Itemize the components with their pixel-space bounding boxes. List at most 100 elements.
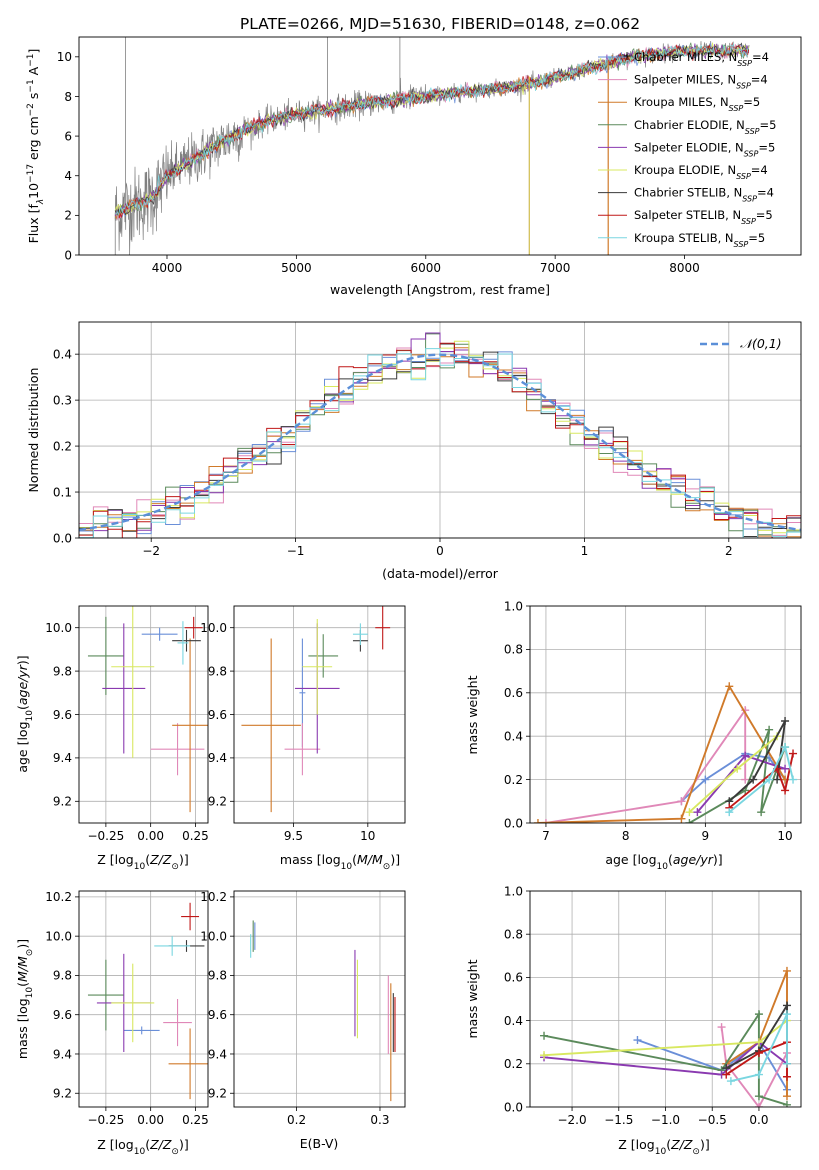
legend-entry: Salpeter STELIB, NSSP=5: [634, 208, 773, 226]
mass-weight-marker: [722, 1070, 731, 1079]
x-tick-label: 0.0: [749, 1113, 768, 1127]
mass-weight-marker: [781, 717, 790, 726]
mass-weight-marker: [782, 1100, 791, 1107]
x-tick-label: 8: [622, 829, 630, 843]
mass-weight-marker: [701, 775, 710, 784]
mass-weight-marker: [533, 819, 542, 823]
mass-weight-marker: [782, 1059, 791, 1068]
mass-weight-marker: [754, 1049, 763, 1057]
y-tick-label: 0.2: [504, 773, 523, 787]
axes-frame: [529, 890, 802, 1108]
y-tick-label: 1.0: [504, 884, 523, 898]
y-axis-label: Flux [fλ10−17 erg cm−2 s−1 A−1]: [26, 49, 46, 244]
y-tick-label: 0.0: [53, 531, 72, 545]
mass-weight-marker: [754, 1092, 763, 1101]
mass-weight-line: [637, 1039, 788, 1091]
mass-weight-marker: [757, 808, 766, 817]
y-tick-label: 1.0: [504, 599, 523, 613]
mass-weight-line: [537, 684, 786, 823]
x-tick-label: −0.25: [87, 829, 124, 843]
axes-frame: [78, 321, 802, 539]
y-tick-label: 9.4: [208, 1047, 227, 1061]
plot-area: [79, 606, 208, 823]
mass-weight-marker: [741, 751, 750, 760]
mass-weight-marker: [540, 1031, 549, 1040]
mass-weight-marker: [781, 764, 790, 773]
plot-area: [530, 891, 801, 1107]
x-tick-label: 0.2: [287, 1113, 306, 1127]
x-tick-label: 0: [436, 544, 444, 558]
x-axis-label: Z [log10(Z/Z⊙)]: [618, 1137, 709, 1157]
y-axis-label: age [log10(age/yr)]: [15, 655, 35, 772]
x-tick-label: 0.25: [182, 1113, 209, 1127]
x-tick-label: 9: [702, 829, 710, 843]
x-axis-label: age [log10(age/yr)]: [605, 852, 722, 872]
y-tick-label: 10.0: [45, 929, 72, 943]
y-tick-label: 0.2: [504, 1057, 523, 1071]
axes-frame: [78, 605, 209, 824]
mass-weight-marker: [725, 808, 734, 817]
y-tick-label: 9.4: [208, 751, 227, 765]
panel-age_vs_mass: 9.5 10 9.2 9.4 9.6 9.8 10.0 mass [log10(M/M⊙)]: [200, 605, 406, 872]
panel-spectrum: 4000 5000 6000 7000 8000 0 2 4 6 8 10 Chabrier MILE…: [26, 36, 802, 297]
x-tick-label: 6000: [410, 261, 441, 275]
mass-weight-line: [728, 753, 794, 809]
residual-histogram: [79, 348, 801, 538]
mass-weight-marker: [749, 775, 758, 784]
mass-weight-marker: [677, 797, 686, 806]
x-tick-label: 0.3: [370, 1113, 389, 1127]
x-tick-label: 0.00: [137, 1113, 164, 1127]
x-tick-label: 5000: [281, 261, 312, 275]
legend-entry: Kroupa ELODIE, NSSP=4: [634, 163, 768, 181]
y-tick-label: 0.6: [504, 971, 523, 985]
mass-weight-marker: [717, 1023, 726, 1032]
legend-entry: Kroupa STELIB, NSSP=5: [634, 231, 765, 249]
x-tick-label: 0.00: [137, 829, 164, 843]
y-tick-label: 0.4: [53, 347, 72, 361]
mass-weight-line: [543, 1040, 788, 1076]
y-axis-label: mass [log10(M/M⊙)]: [15, 939, 35, 1059]
mass-weight-marker: [541, 819, 550, 823]
x-axis-label: Z [log10(Z/Z⊙)]: [97, 1137, 188, 1157]
x-axis-label: wavelength [Angstrom, rest frame]: [330, 282, 550, 297]
y-tick-label: 0.0: [504, 1100, 523, 1114]
y-tick-label: 9.4: [53, 1047, 72, 1061]
x-tick-label: 8000: [669, 261, 700, 275]
mass-weight-line: [728, 744, 794, 813]
x-tick-label: 7: [542, 829, 550, 843]
mass-weight-marker: [782, 1092, 791, 1101]
mass-weight-marker: [765, 725, 774, 734]
y-tick-label: 2: [64, 209, 72, 223]
y-tick-label: 8: [64, 90, 72, 104]
y-tick-label: 9.8: [208, 969, 227, 983]
x-axis-label: E(B-V): [300, 1136, 339, 1151]
y-tick-label: 9.6: [208, 708, 227, 722]
y-tick-label: 9.8: [53, 664, 72, 678]
x-tick-label: −2: [142, 544, 160, 558]
axes-frame: [233, 605, 406, 824]
y-tick-label: 9.2: [53, 795, 72, 809]
legend-entry: 𝒩(0,1): [740, 336, 782, 351]
y-tick-label: 0.6: [504, 686, 523, 700]
mass-weight-marker: [789, 775, 798, 784]
mass-weight-marker: [754, 1010, 763, 1019]
axes-frame: [78, 890, 209, 1108]
plot-area: [234, 891, 405, 1107]
mass-weight-line: [545, 707, 747, 823]
mass-weight-line: [720, 1026, 788, 1107]
mass-weight-marker: [782, 966, 791, 975]
legend-entry: Salpeter ELODIE, NSSP=5: [634, 140, 775, 158]
plot-area: [79, 891, 208, 1107]
mass-weight-marker: [754, 1070, 763, 1079]
panel-residuals: −2 −1 0 1 2 0.0 0.1 0.2 0.3 0.4 𝒩(0,1) (data-model)…: [26, 321, 802, 581]
mass-weight-marker: [726, 1077, 735, 1086]
y-tick-label: 9.2: [208, 1087, 227, 1101]
plot-area: [79, 322, 801, 538]
mass-weight-marker: [782, 1001, 791, 1010]
y-tick-label: 9.6: [53, 708, 72, 722]
mass-weight-marker: [741, 775, 750, 784]
mass-weight-marker: [693, 808, 702, 817]
x-tick-label: −1.5: [604, 1113, 633, 1127]
axes-frame: [78, 36, 802, 256]
